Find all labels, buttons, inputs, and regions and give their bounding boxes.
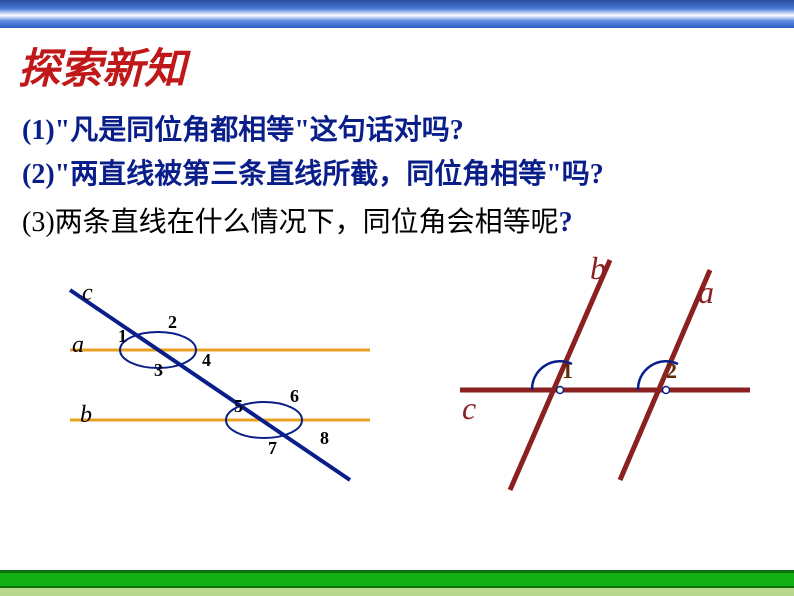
question-2: (2)"两直线被第三条直线所截，同位角相等"吗?: [22, 152, 604, 192]
label-a-left: a: [72, 332, 84, 359]
question-3-text: (3)两条直线在什么情况下，同位角会相等呢: [22, 207, 559, 238]
num-4: 4: [202, 350, 211, 371]
label-c-right: c: [462, 390, 476, 427]
label-c-left: c: [82, 280, 93, 307]
num-3: 3: [154, 360, 163, 381]
diagram-left: c a b 1 2 3 4 5 6 7 8: [40, 270, 400, 500]
label-b-left: b: [80, 402, 92, 429]
diagram-left-svg: [40, 270, 400, 500]
dot-1: [557, 387, 564, 394]
page-title: 探索新知: [18, 35, 186, 96]
num-6: 6: [290, 386, 299, 407]
diagram-right: b a c 1 2: [450, 250, 770, 510]
question-1: (1)"凡是同位角都相等"这句话对吗?: [22, 108, 464, 148]
dot-2: [663, 387, 670, 394]
top-banner: [0, 0, 794, 28]
num-1: 1: [118, 326, 127, 347]
label-b-right: b: [590, 250, 606, 287]
num-5: 5: [234, 396, 243, 417]
label-a-right: a: [698, 274, 714, 311]
bottom-shadow: [0, 588, 794, 596]
num-2-right: 2: [666, 358, 677, 384]
num-2: 2: [168, 312, 177, 333]
num-7: 7: [268, 438, 277, 459]
line-b-right: [510, 260, 610, 490]
line-c: [70, 290, 350, 480]
question-3-mark: ?: [559, 207, 573, 238]
question-3: (3)两条直线在什么情况下，同位角会相等呢?: [22, 200, 573, 240]
line-a-right: [620, 270, 710, 480]
num-8: 8: [320, 428, 329, 449]
diagram-right-svg: [450, 250, 770, 510]
bottom-bar: [0, 570, 794, 588]
num-1-right: 1: [562, 358, 573, 384]
